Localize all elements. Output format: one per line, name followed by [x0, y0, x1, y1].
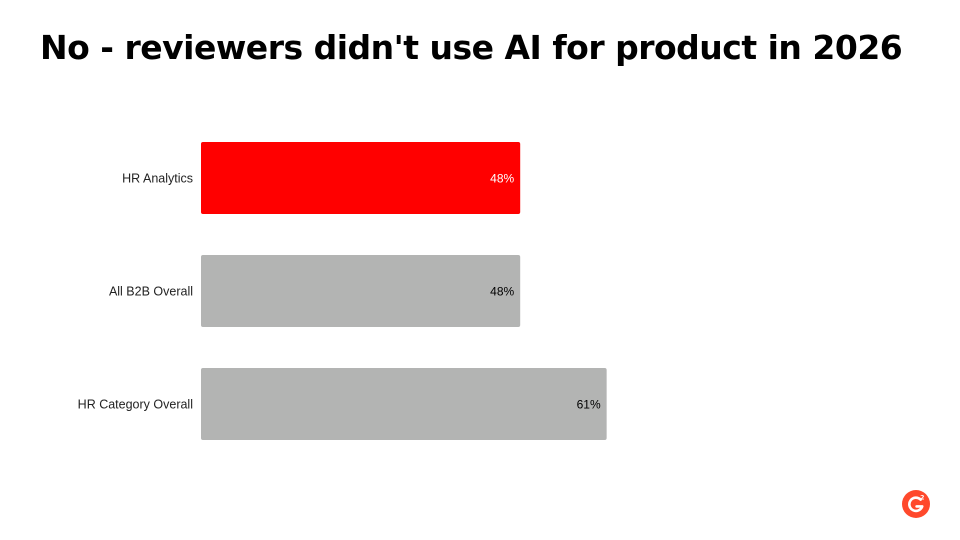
- bar-all-b2b-overall: [201, 255, 521, 327]
- slide-title: No - reviewers didn't use AI for product…: [40, 28, 903, 67]
- svg-text:2: 2: [920, 495, 924, 502]
- category-label: All B2B Overall: [109, 285, 193, 299]
- value-label: 48%: [490, 285, 514, 299]
- value-label: 48%: [490, 172, 514, 186]
- bar-hr-analytics: [201, 142, 521, 214]
- bar-hr-category-overall: [201, 368, 607, 440]
- value-label: 61%: [577, 398, 601, 412]
- category-label: HR Analytics: [122, 172, 193, 186]
- g2-logo-icon: 2: [902, 490, 930, 518]
- category-label: HR Category Overall: [78, 398, 193, 412]
